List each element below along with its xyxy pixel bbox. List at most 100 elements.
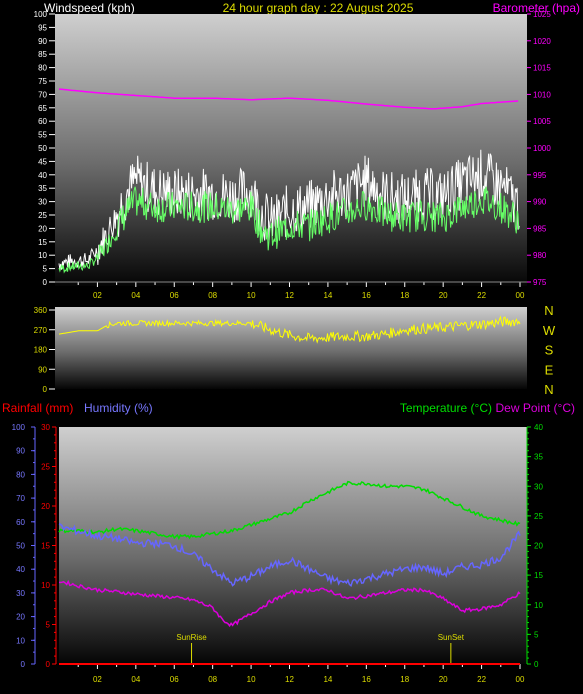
- barometer-y-tick: 985: [533, 224, 547, 233]
- wind-x-tick: 18: [400, 291, 409, 300]
- barometer-y-tick: 975: [533, 278, 547, 287]
- barometer-y-tick: 1015: [533, 64, 551, 73]
- rain-y-tick: 30: [41, 423, 50, 432]
- wind-y-tick: 65: [38, 104, 47, 113]
- climate-x-tick: 10: [247, 675, 256, 684]
- climate-x-tick: 20: [439, 675, 448, 684]
- humidity-y-tick: 30: [16, 589, 25, 598]
- humidity-y-tick: 20: [16, 613, 25, 622]
- barometer-series: [58, 88, 519, 110]
- rainfall-axis-title: Rainfall (mm): [2, 401, 73, 415]
- climate-plot-area: [59, 427, 527, 664]
- wind-y-tick: 20: [38, 224, 47, 233]
- wind-x-tick: 16: [362, 291, 371, 300]
- temperature-y-tick: 10: [534, 601, 543, 610]
- barometer-y-tick: 1005: [533, 117, 551, 126]
- wind-x-tick: 12: [285, 291, 294, 300]
- wind-y-tick: 5: [43, 265, 48, 274]
- humidity-y-tick: 80: [16, 470, 25, 479]
- climate-x-tick: 22: [477, 675, 486, 684]
- wind-y-tick: 60: [38, 117, 47, 126]
- direction-y-tick: 270: [34, 326, 48, 335]
- wind-plot-area: [55, 14, 527, 286]
- temperature-y-tick: 5: [534, 630, 539, 639]
- compass-label: S: [545, 343, 554, 358]
- climate-axes: 1009080706050403020100302520151050403530…: [12, 423, 544, 684]
- windspeed-series: [58, 149, 521, 270]
- wind-y-tick: 10: [38, 251, 47, 260]
- chart-title: 24 hour graph day : 22 August 2025: [223, 1, 414, 15]
- windspeed-axis-title: Windspeed (kph): [44, 1, 135, 15]
- wind-x-tick: 14: [323, 291, 332, 300]
- humidity-y-tick: 90: [16, 447, 25, 456]
- wind-x-tick: 22: [477, 291, 486, 300]
- wind-y-tick: 95: [38, 23, 47, 32]
- barometer-y-tick: 990: [533, 198, 547, 207]
- humidity-axis-title: Humidity (%): [84, 401, 153, 415]
- climate-x-tick: 18: [400, 675, 409, 684]
- climate-x-tick: 06: [170, 675, 179, 684]
- rain-y-tick: 25: [41, 463, 50, 472]
- barometer-y-tick: 1010: [533, 90, 551, 99]
- direction-y-tick: 360: [34, 306, 48, 315]
- barometer-y-tick: 1025: [533, 10, 551, 19]
- direction-series: [58, 315, 521, 344]
- wind-y-tick: 90: [38, 37, 47, 46]
- compass-label: N: [544, 382, 553, 397]
- climate-x-tick: 12: [285, 675, 294, 684]
- climate-x-tick: 16: [362, 675, 371, 684]
- wind-y-tick: 40: [38, 171, 47, 180]
- climate-x-tick: 02: [93, 675, 102, 684]
- wind-x-tick: 00: [516, 291, 525, 300]
- wind-series: [58, 88, 521, 274]
- barometer-y-tick: 995: [533, 171, 547, 180]
- temperature-axis-title: Temperature (°C): [400, 401, 492, 415]
- barometer-y-tick: 980: [533, 251, 547, 260]
- climate-x-tick: 04: [131, 675, 140, 684]
- rain-y-tick: 5: [46, 621, 51, 630]
- wind-y-tick: 75: [38, 77, 47, 86]
- rain-y-tick: 10: [41, 581, 50, 590]
- barometer-y-tick: 1020: [533, 37, 551, 46]
- wind-x-tick: 20: [439, 291, 448, 300]
- humidity-y-tick: 70: [16, 494, 25, 503]
- temperature-y-tick: 40: [534, 423, 543, 432]
- humidity-y-tick: 100: [12, 423, 26, 432]
- temperature-y-tick: 25: [534, 512, 543, 521]
- humidity-series: [58, 523, 521, 587]
- wind-y-tick: 100: [34, 10, 48, 19]
- rain-y-tick: 15: [41, 542, 50, 551]
- humidity-y-tick: 10: [16, 636, 25, 645]
- temperature-y-tick: 15: [534, 571, 543, 580]
- direction-plot-area: [55, 307, 527, 389]
- direction-series: [58, 315, 521, 344]
- humidity-y-tick: 40: [16, 565, 25, 574]
- wind-x-tick: 08: [208, 291, 217, 300]
- wind-y-tick: 0: [43, 278, 48, 287]
- temperature-y-tick: 30: [534, 482, 543, 491]
- humidity-y-tick: 60: [16, 518, 25, 527]
- wind-x-tick: 04: [131, 291, 140, 300]
- dew-point-c-series: [58, 579, 521, 628]
- wind-y-tick: 50: [38, 144, 47, 153]
- wind-x-tick: 10: [247, 291, 256, 300]
- barometer-axis-title: Barometer (hpa): [493, 1, 580, 15]
- wind-y-tick: 80: [38, 64, 47, 73]
- climate-series: [58, 480, 521, 665]
- compass-label: E: [545, 362, 554, 377]
- wind-axes: 1009590858075706560555045403530252015105…: [34, 10, 552, 300]
- temperature-c-series: [58, 480, 521, 541]
- wind-average-series: [58, 186, 521, 274]
- humidity-y-tick: 50: [16, 542, 25, 551]
- compass-label: N: [544, 303, 553, 318]
- wind-y-tick: 70: [38, 90, 47, 99]
- humidity-y-tick: 0: [21, 660, 26, 669]
- dewpoint-axis-title: Dew Point (°C): [496, 401, 575, 415]
- sun-marker-label: SunSet: [438, 633, 465, 642]
- wind-y-tick: 15: [38, 238, 47, 247]
- wind-y-tick: 55: [38, 131, 47, 140]
- climate-x-tick: 14: [323, 675, 332, 684]
- climate-x-tick: 08: [208, 675, 217, 684]
